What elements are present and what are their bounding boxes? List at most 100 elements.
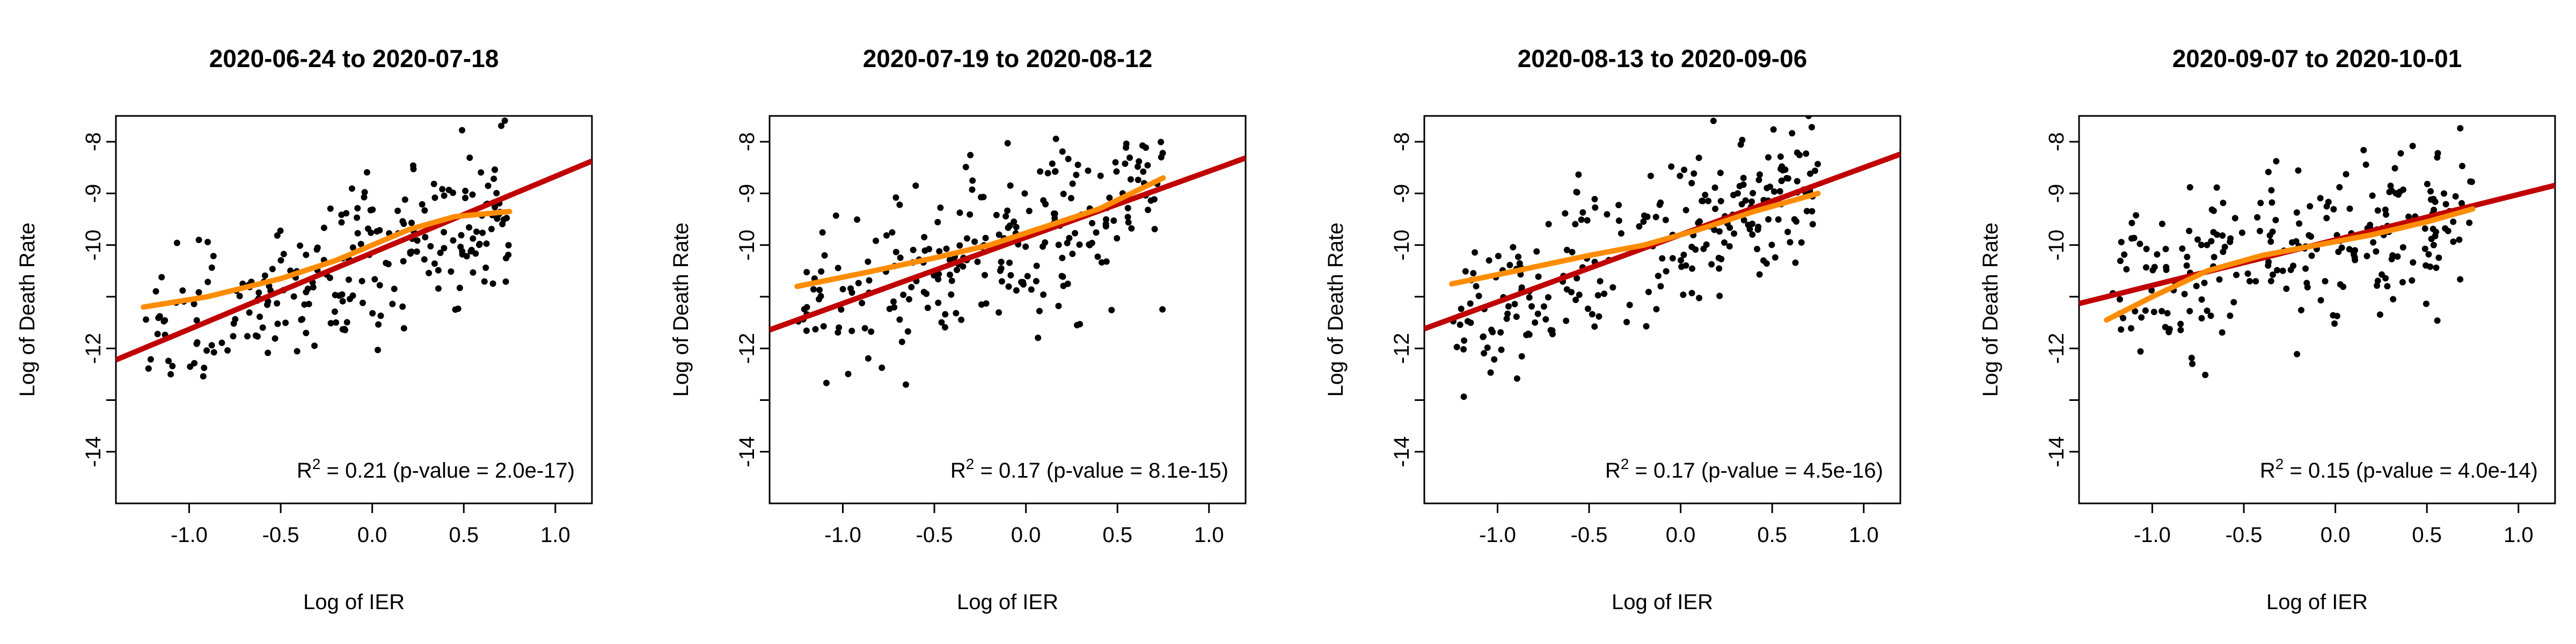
data-point [1770,188,1777,195]
data-point [2409,277,2416,284]
data-point [2273,158,2280,165]
data-point [1636,223,1643,230]
data-point [1145,207,1152,214]
data-point [960,263,967,270]
data-point [311,342,318,349]
data-point [1050,210,1057,217]
data-point [1578,216,1585,223]
data-point [938,319,945,326]
data-point [1640,218,1647,225]
data-point [1711,184,1718,191]
data-point [2376,311,2383,318]
x-tick-label: 1.0 [540,523,570,547]
data-point [498,122,505,129]
data-point [493,189,500,196]
data-point [838,306,845,313]
plot-frame [1423,115,1901,504]
x-tick-label: -1.0 [2134,523,2171,547]
data-point [1044,170,1051,177]
data-point [485,182,492,189]
data-point [1052,168,1059,175]
data-point [1710,118,1717,125]
data-point [848,289,855,296]
data-point [203,347,210,354]
data-point [479,229,486,236]
y-tick-label: -10 [1390,230,1414,261]
data-point [1572,221,1579,228]
data-point [1006,259,1013,266]
data-point [470,269,477,276]
data-point [338,219,345,226]
data-point [1695,155,1702,162]
data-point [947,271,954,278]
data-point [969,177,976,184]
x-axis-label: Log of IER [303,590,405,614]
data-point [1158,154,1165,161]
data-point [173,239,180,246]
data-point [1740,174,1747,181]
data-point [969,186,976,193]
data-point [427,243,434,250]
data-point [1681,166,1688,173]
data-point [2267,277,2274,284]
data-point [1678,257,1685,264]
data-point [2193,283,2200,290]
data-point [1591,195,1598,202]
data-point [1545,221,1552,228]
data-point [274,300,281,307]
data-point [501,117,508,124]
data-point [1028,286,1035,293]
data-point [2283,286,2290,292]
data-point [441,229,448,236]
chart-panel-2: 2020-07-19 to 2020-08-12 -1.0 -0.5 0.0 0.5 1.… [669,45,1247,614]
data-point [1755,177,1762,184]
data-point [354,214,361,221]
data-point [971,238,978,245]
data-point [2117,258,2124,265]
data-point [2427,264,2434,270]
data-point [2287,266,2294,273]
data-point [996,231,1002,238]
data-point [2427,188,2434,195]
data-point [980,194,987,201]
data-point [1005,283,1012,290]
data-point [1682,207,1689,214]
data-point [2424,180,2431,187]
data-point [2186,184,2193,191]
data-point [921,247,928,254]
data-point [1716,265,1723,272]
y-axis-label: Log of Death Rate [16,223,39,397]
data-point [1695,219,1702,226]
data-point [2432,233,2439,240]
data-point [503,215,510,222]
data-point [2198,296,2205,303]
data-point [2238,229,2245,236]
data-point [2399,244,2406,251]
data-point [1778,177,1785,184]
data-point [400,258,407,265]
data-point [2457,276,2464,283]
data-point [2227,238,2234,245]
data-point [904,328,911,335]
data-point [1721,239,1728,246]
data-point [1122,160,1129,167]
data-point [431,194,438,201]
data-point [2118,326,2125,333]
data-point [2265,169,2272,175]
data-point [1158,138,1165,145]
data-point [1789,130,1796,137]
data-point [896,201,903,208]
data-point [2440,190,2447,197]
data-point [2308,252,2315,259]
x-tick-label: 0.5 [449,523,479,547]
data-point [1652,214,1659,221]
data-point [873,237,880,244]
y-tick-label: -12 [82,333,105,364]
data-point [1125,219,1132,226]
data-point [303,251,310,258]
data-point [1717,170,1724,177]
x-axis-label: Log of IER [957,590,1058,614]
data-point [2143,245,2150,252]
y-tick-label: -14 [82,436,105,467]
data-point [2216,276,2223,283]
